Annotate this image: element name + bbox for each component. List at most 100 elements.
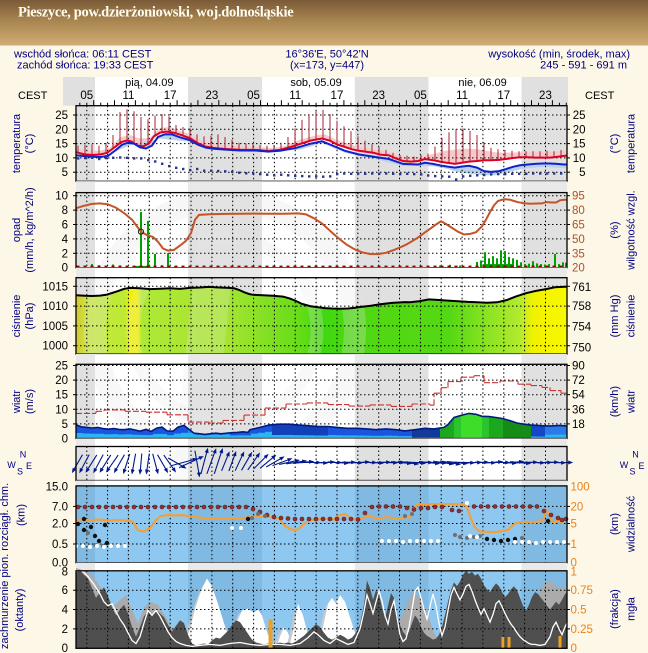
- svg-text:(km): (km): [16, 504, 28, 526]
- svg-text:8: 8: [62, 205, 68, 217]
- svg-text:CEST: CEST: [18, 90, 48, 102]
- svg-text:opad: opad: [11, 218, 23, 242]
- svg-text:7.0: 7.0: [52, 501, 68, 513]
- svg-text:6: 6: [62, 585, 68, 597]
- svg-text:4: 4: [62, 605, 69, 617]
- svg-text:5: 5: [579, 167, 585, 179]
- svg-text:11: 11: [122, 90, 134, 102]
- svg-text:5: 5: [62, 419, 68, 431]
- svg-text:25: 25: [55, 110, 68, 122]
- svg-text:N: N: [20, 450, 27, 460]
- svg-text:(oktanty): (oktanty): [14, 589, 26, 632]
- svg-text:1: 1: [571, 566, 577, 578]
- svg-text:10: 10: [573, 153, 586, 165]
- svg-text:15.0: 15.0: [46, 482, 68, 494]
- svg-text:754: 754: [572, 322, 592, 334]
- svg-text:16°36'E, 50°42'N: 16°36'E, 50°42'N: [285, 49, 368, 61]
- svg-text:0: 0: [571, 643, 577, 653]
- svg-text:S: S: [17, 467, 23, 477]
- svg-text:nie, 06.09: nie, 06.09: [458, 77, 506, 89]
- svg-text:(km/h): (km/h): [609, 386, 621, 417]
- svg-text:750: 750: [572, 343, 591, 355]
- svg-text:zachmurzenie pion. rozciągł. c: zachmurzenie pion. rozciągł. chm.: [0, 483, 11, 649]
- svg-text:sob, 05.09: sob, 05.09: [290, 77, 341, 89]
- svg-text:100: 100: [571, 482, 590, 494]
- svg-text:8: 8: [62, 566, 68, 578]
- svg-text:1005: 1005: [42, 321, 68, 333]
- svg-text:2: 2: [62, 248, 68, 260]
- svg-text:95: 95: [572, 191, 585, 203]
- svg-text:0.5: 0.5: [52, 539, 68, 551]
- svg-text:(frakcja): (frakcja): [609, 589, 621, 629]
- svg-text:05: 05: [247, 90, 260, 102]
- svg-text:17: 17: [497, 90, 510, 102]
- svg-text:(%): (%): [609, 221, 621, 238]
- svg-text:758: 758: [572, 301, 591, 313]
- svg-text:20: 20: [55, 375, 68, 387]
- svg-text:0: 0: [62, 263, 68, 275]
- svg-text:2.0: 2.0: [52, 519, 68, 531]
- svg-text:50: 50: [572, 234, 585, 246]
- svg-text:05: 05: [414, 90, 427, 102]
- svg-text:(m/s): (m/s): [24, 389, 36, 414]
- svg-text:temperatura: temperatura: [626, 113, 638, 173]
- svg-text:1010: 1010: [42, 301, 68, 313]
- svg-text:(°C): (°C): [609, 134, 621, 154]
- svg-text:wiatr: wiatr: [11, 390, 23, 415]
- svg-text:18: 18: [572, 419, 585, 431]
- svg-text:11: 11: [289, 90, 301, 102]
- svg-text:17: 17: [164, 90, 177, 102]
- svg-text:ciśnienie: ciśnienie: [11, 295, 23, 338]
- svg-text:23: 23: [372, 90, 385, 102]
- svg-text:2: 2: [62, 624, 68, 636]
- svg-text:23: 23: [539, 90, 552, 102]
- svg-text:36: 36: [572, 404, 585, 416]
- svg-text:ciśnienie: ciśnienie: [626, 295, 638, 338]
- svg-text:temperatura: temperatura: [11, 113, 23, 173]
- svg-text:10: 10: [55, 153, 68, 165]
- svg-text:(°C): (°C): [24, 134, 36, 154]
- svg-text:54: 54: [572, 390, 585, 402]
- svg-text:(km): (km): [609, 513, 621, 535]
- svg-text:1000: 1000: [42, 341, 68, 353]
- svg-text:(hPa): (hPa): [24, 303, 36, 330]
- svg-text:15: 15: [55, 139, 68, 151]
- svg-text:35: 35: [572, 248, 585, 260]
- svg-text:0.25: 0.25: [571, 624, 593, 636]
- svg-text:(x=173, y=447): (x=173, y=447): [290, 60, 364, 72]
- svg-text:wschód słońca: 06:11 CEST: wschód słońca: 06:11 CEST: [13, 49, 152, 61]
- svg-text:widzialność: widzialność: [626, 495, 638, 553]
- svg-text:20: 20: [572, 263, 585, 275]
- svg-text:11: 11: [456, 90, 468, 102]
- svg-text:mgła: mgła: [626, 596, 638, 621]
- svg-text:4: 4: [62, 234, 69, 246]
- svg-text:S: S: [629, 467, 635, 477]
- svg-text:65: 65: [572, 220, 585, 232]
- svg-text:15: 15: [55, 390, 68, 402]
- svg-text:wilgotność wzgl.: wilgotność wzgl.: [626, 190, 638, 270]
- svg-text:zachód słońca: 19:33 CEST: zachód słońca: 19:33 CEST: [17, 60, 154, 72]
- svg-text:N: N: [632, 450, 639, 460]
- svg-text:17: 17: [331, 90, 344, 102]
- svg-text:20: 20: [573, 124, 586, 136]
- svg-text:0.0: 0.0: [52, 557, 68, 569]
- svg-text:5: 5: [571, 519, 577, 531]
- svg-text:(mm Hg): (mm Hg): [609, 295, 621, 338]
- svg-text:80: 80: [572, 205, 585, 217]
- svg-text:10: 10: [55, 404, 68, 416]
- svg-text:761: 761: [572, 282, 591, 294]
- svg-text:E: E: [638, 461, 644, 471]
- svg-text:0.75: 0.75: [571, 585, 593, 597]
- svg-text:Pieszyce, pow.dzierżoniowski,: Pieszyce, pow.dzierżoniowski, woj.dolnoś…: [18, 5, 294, 21]
- svg-text:15: 15: [573, 139, 586, 151]
- svg-text:1015: 1015: [42, 281, 68, 293]
- svg-text:wiatr: wiatr: [626, 390, 638, 415]
- svg-text:90: 90: [572, 361, 585, 373]
- svg-text:(mm/h, kg/m^2/h): (mm/h, kg/m^2/h): [24, 187, 36, 272]
- svg-text:W: W: [7, 460, 16, 470]
- svg-text:6: 6: [62, 220, 68, 232]
- svg-text:wysokość (min, środek, max): wysokość (min, środek, max): [487, 49, 630, 61]
- svg-text:5: 5: [62, 167, 68, 179]
- svg-text:05: 05: [80, 90, 93, 102]
- svg-text:25: 25: [55, 361, 68, 373]
